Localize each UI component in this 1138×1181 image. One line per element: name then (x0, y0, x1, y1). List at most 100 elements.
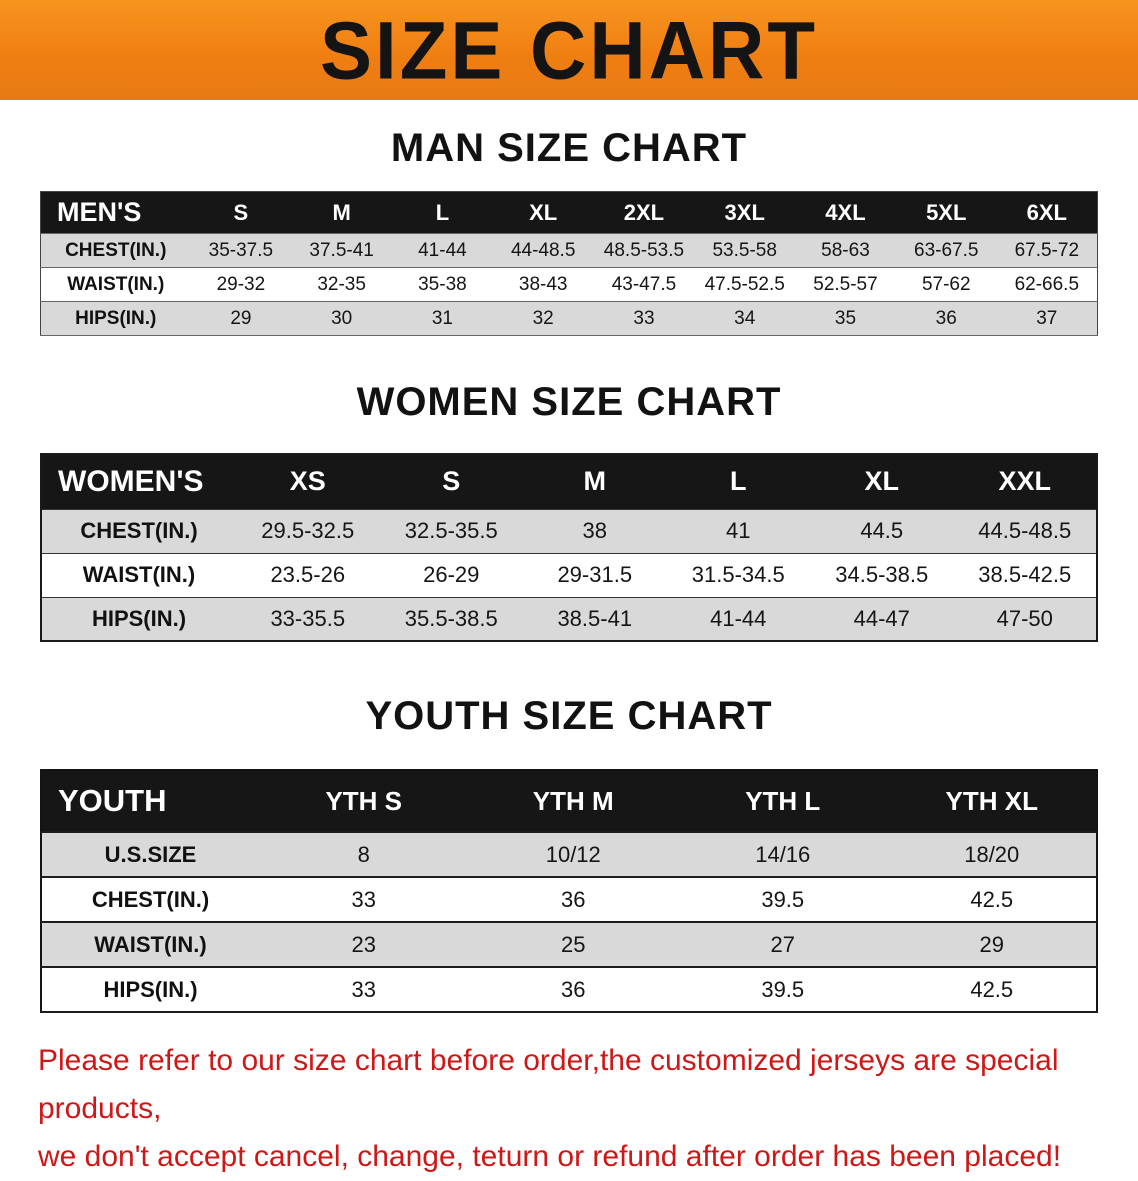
measurement-value: 26-29 (423, 562, 480, 587)
man-size-section: MAN SIZE CHART MEN'S S M L XL 2XL 3XL 4XL 5XL 6XL… (0, 126, 1138, 336)
measurement-value: 14/16 (755, 841, 811, 867)
measurement-value: 33 (351, 886, 376, 912)
measurement-row: CHEST(IN.) 29.5-32.5 32.5-35.5 38 41 44.5 44.5… (41, 509, 1097, 553)
size-column-header: S (379, 454, 523, 509)
measurement-value: 57-62 (921, 273, 971, 295)
measurement-value: 31.5-34.5 (691, 562, 785, 587)
size-column-header: 3XL (694, 191, 796, 234)
measurement-value: 35.5-38.5 (404, 605, 498, 631)
measurement-value: 35-37.5 (208, 239, 274, 261)
measurement-value: 18/20 (964, 841, 1020, 867)
measurement-value: 36 (561, 886, 586, 912)
measurement-value: 29.5-32.5 (261, 518, 355, 543)
men-size-table: MEN'S S M L XL 2XL 3XL 4XL 5XL 6XL CHEST(IN.) 35-37… (40, 191, 1098, 336)
women-size-heading: WOMEN SIZE CHART (356, 380, 782, 424)
table-corner-label: YOUTH (41, 770, 259, 832)
measurement-label: WAIST(IN.) (82, 562, 196, 587)
measurement-value: 37 (1036, 307, 1058, 329)
measurement-value: 38.5-41 (557, 605, 633, 631)
measurement-value: 34 (734, 307, 756, 329)
table-corner-label: MEN'S (40, 191, 191, 234)
measurement-value: 35-38 (418, 273, 467, 295)
size-column-header: XL (492, 191, 594, 234)
measurement-value: 29-32 (216, 273, 266, 295)
measurement-row: CHEST(IN.) 35-37.5 37.5-41 41-44 44-48.5 48.5… (40, 233, 1098, 268)
measurement-value: 30 (331, 307, 353, 329)
women-size-section: WOMEN SIZE CHART WOMEN'S XS S M L XL XXL CHEST(… (0, 380, 1138, 642)
measurement-row: HIPS(IN.) 33-35.5 35.5-38.5 38.5-41 41-44 44-… (41, 597, 1097, 641)
measurement-value: 32 (532, 307, 554, 329)
measurement-value: 63-67.5 (914, 239, 979, 261)
measurement-value: 39.5 (761, 886, 805, 912)
disclaimer-line-2: we don't accept cancel, change, teturn o… (38, 1140, 1062, 1173)
measurement-value: 47-50 (996, 605, 1053, 631)
measurement-value: 35 (834, 307, 857, 329)
measurement-value: 44-47 (853, 605, 910, 631)
size-column-header: 2XL (593, 191, 695, 234)
measurement-value: 23 (351, 931, 376, 957)
measurement-value: 32-35 (317, 273, 366, 295)
measurement-value: 67.5-72 (1014, 239, 1080, 261)
measurement-value: 38 (582, 518, 607, 543)
disclaimer-line-1: Please refer to our size chart before or… (38, 1044, 1059, 1125)
size-column-header: L (666, 454, 810, 509)
table-corner-label: WOMEN'S (41, 454, 236, 509)
measurement-value: 43-47.5 (611, 273, 677, 295)
measurement-value: 10/12 (545, 841, 601, 867)
measurement-label: U.S.SIZE (104, 841, 197, 867)
measurement-value: 33 (351, 976, 376, 1002)
size-column-header: M (291, 191, 393, 234)
measurement-value: 33-35.5 (270, 605, 346, 631)
table-header-row: WOMEN'S XS S M L XL XXL (41, 454, 1097, 509)
size-column-header: S (190, 191, 292, 234)
size-column-header: YTH XL (887, 770, 1097, 832)
measurement-value: 29 (230, 307, 252, 329)
youth-size-table: YOUTH YTH S YTH M YTH L YTH XL U.S.SIZE 8 10/12… (40, 769, 1098, 1013)
measurement-value: 44.5-48.5 (978, 518, 1072, 543)
measurement-value: 41-44 (710, 605, 767, 631)
measurement-label: HIPS(IN.) (75, 307, 157, 329)
measurement-value: 44.5 (860, 518, 904, 543)
size-column-header: YTH S (259, 770, 469, 832)
measurement-value: 29-31.5 (557, 562, 633, 587)
measurement-label: CHEST(IN.) (65, 239, 167, 261)
measurement-label: CHEST(IN.) (80, 518, 198, 543)
measurement-value: 58-63 (821, 239, 870, 261)
measurement-value: 38-43 (518, 273, 568, 295)
size-column-header: YTH L (678, 770, 888, 832)
measurement-row: WAIST(IN.) 23.5-26 26-29 29-31.5 31.5-34.5 34… (41, 553, 1097, 597)
measurement-value: 8 (357, 841, 370, 867)
measurement-value: 32.5-35.5 (404, 518, 498, 543)
measurement-row: HIPS(IN.) 29 30 31 32 33 34 35 36 37 (40, 301, 1098, 336)
measurement-label: HIPS(IN.) (91, 605, 187, 631)
women-size-table: WOMEN'S XS S M L XL XXL CHEST(IN.) 29.5-32.5 32.5… (40, 453, 1098, 642)
measurement-value: 29 (979, 931, 1004, 957)
measurement-value: 25 (561, 931, 586, 957)
measurement-label: WAIST(IN.) (67, 273, 165, 295)
man-size-heading: MAN SIZE CHART (390, 126, 748, 170)
measurement-row: WAIST(IN.) 23 25 27 29 (41, 922, 1097, 967)
measurement-value: 23.5-26 (270, 562, 346, 587)
youth-size-heading: YOUTH SIZE CHART (365, 694, 773, 738)
measurement-label: WAIST(IN.) (94, 931, 207, 957)
size-column-header: 5XL (895, 191, 997, 234)
measurement-row: HIPS(IN.) 33 36 39.5 42.5 (41, 967, 1097, 1012)
measurement-row: CHEST(IN.) 33 36 39.5 42.5 (41, 877, 1097, 922)
page-title: SIZE CHART (320, 3, 818, 96)
measurement-value: 47.5-52.5 (704, 273, 785, 295)
measurement-value: 42.5 (970, 886, 1014, 912)
measurement-value: 53.5-58 (712, 239, 777, 261)
size-column-header: M (523, 454, 667, 509)
measurement-label: HIPS(IN.) (103, 976, 198, 1002)
banner: SIZE CHART (0, 0, 1138, 100)
disclaimer: Please refer to our size chart before or… (38, 1037, 1100, 1181)
measurement-label: CHEST(IN.) (91, 886, 210, 912)
size-column-header: XXL (953, 454, 1097, 509)
measurement-value: 48.5-53.5 (603, 239, 685, 261)
table-header-row: MEN'S S M L XL 2XL 3XL 4XL 5XL 6XL (40, 191, 1098, 234)
measurement-value: 27 (770, 931, 795, 957)
measurement-value: 36 (935, 307, 957, 329)
size-column-header: XL (810, 454, 954, 509)
measurement-row: U.S.SIZE 8 10/12 14/16 18/20 (41, 832, 1097, 877)
